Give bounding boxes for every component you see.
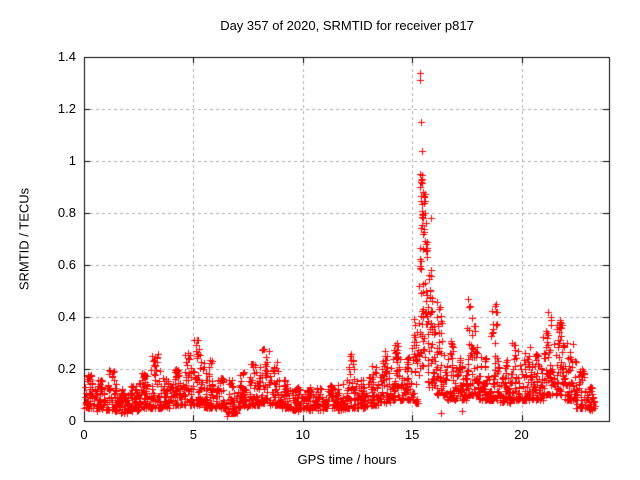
y-tick-label-0-6: 0.6 bbox=[57, 257, 76, 272]
y-tick-label-0: 0 bbox=[68, 413, 76, 428]
x-tick-label-20: 20 bbox=[514, 427, 529, 442]
x-tick-label-10: 10 bbox=[295, 427, 310, 442]
y-tick-label-1-4: 1.4 bbox=[57, 49, 76, 64]
y-axis-label: SRMTID / TECUs bbox=[16, 187, 32, 291]
y-tick-label-1: 1 bbox=[68, 153, 76, 168]
y-tick-label-1-2: 1.2 bbox=[57, 101, 76, 116]
y-tick-label-0-2: 0.2 bbox=[57, 361, 76, 376]
y-tick-label-0-4: 0.4 bbox=[57, 309, 76, 324]
x-tick-label-0: 0 bbox=[80, 427, 88, 442]
x-axis-label: GPS time / hours bbox=[297, 452, 397, 467]
y-tick-label-0-8: 0.8 bbox=[57, 205, 76, 220]
x-tick-label-5: 5 bbox=[189, 427, 197, 442]
x-tick-label-15: 15 bbox=[404, 427, 420, 442]
chart-title: Day 357 of 2020, SRMTID for receiver p81… bbox=[220, 18, 474, 33]
